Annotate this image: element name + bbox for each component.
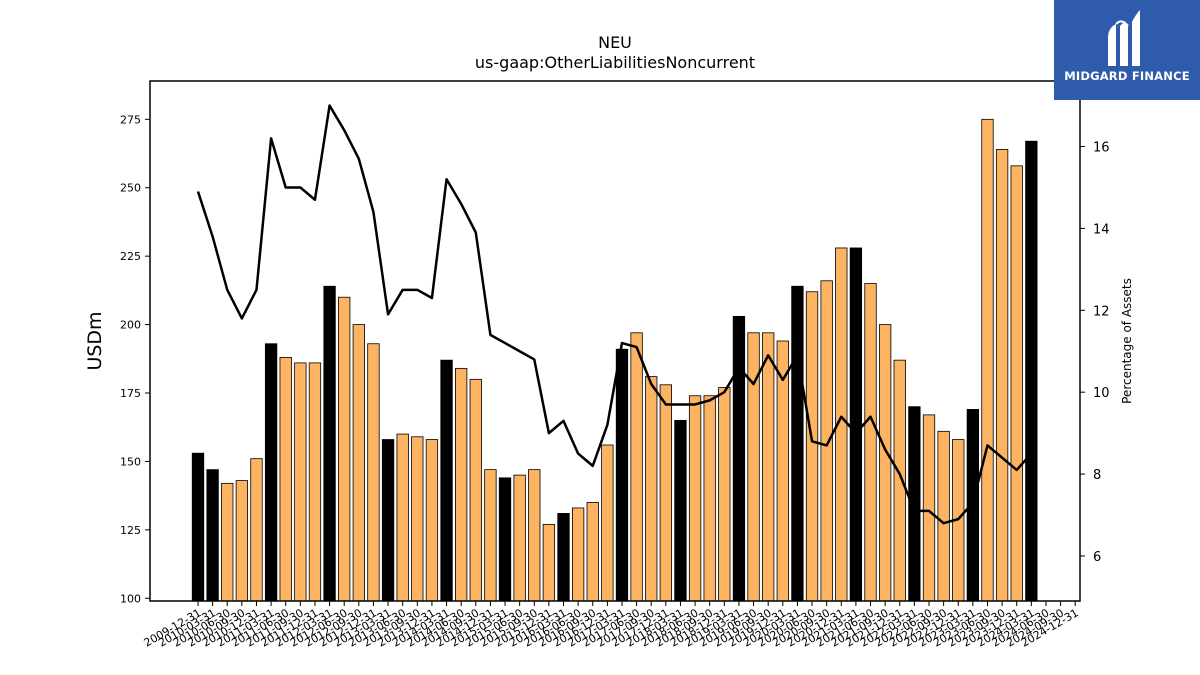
bar	[703, 395, 716, 602]
bar	[571, 507, 585, 602]
bar	[411, 436, 424, 602]
bar-series	[191, 118, 1038, 602]
bar	[352, 324, 365, 602]
y-tick-label: 275	[120, 113, 141, 126]
x-axis: 2009-12-312010-03-312010-06-302010-09-30…	[142, 601, 1081, 650]
brand-logo: MIDGARD FINANCE	[1054, 0, 1200, 100]
bar	[513, 474, 526, 602]
bar	[995, 149, 1009, 602]
bar	[542, 523, 556, 602]
bar	[294, 362, 307, 602]
bar	[528, 469, 541, 602]
bar	[586, 502, 599, 602]
bar	[250, 458, 263, 602]
bar	[674, 419, 687, 602]
bar	[279, 357, 292, 602]
bar	[221, 482, 234, 602]
bar	[922, 414, 936, 602]
bar	[630, 332, 643, 602]
y2-tick-label: 10	[1093, 386, 1110, 401]
bar	[791, 285, 804, 602]
bar	[966, 409, 980, 602]
bar	[264, 343, 278, 602]
bar	[659, 384, 672, 602]
bar	[747, 332, 760, 602]
bar	[557, 513, 570, 602]
chart-subtitle: us-gaap:OtherLiabilitiesNoncurrent	[475, 53, 755, 72]
bar	[338, 296, 351, 602]
bar	[981, 118, 994, 602]
bar	[308, 362, 322, 602]
y2-axis: 6 8 10 12 14 16	[1080, 141, 1110, 565]
bar	[1010, 165, 1023, 602]
y-axis: 100 125 150 175 200 225 250 275	[120, 113, 150, 605]
line-path	[196, 104, 1033, 525]
bar	[762, 332, 775, 602]
y2-tick-label: 8	[1093, 468, 1101, 483]
y-tick-label: 150	[120, 455, 141, 468]
bar	[849, 247, 863, 602]
bar	[820, 280, 833, 602]
plot-frame	[149, 80, 1081, 602]
bar	[440, 359, 453, 602]
y-tick-label: 250	[120, 182, 141, 195]
y2-axis-label: Percentage of Assets	[1120, 278, 1134, 404]
bar	[732, 315, 746, 602]
bar	[645, 376, 658, 602]
bar	[1025, 140, 1038, 602]
bar	[191, 452, 205, 602]
bar	[688, 395, 702, 602]
brand-mark-icon	[1108, 10, 1140, 66]
y-tick-label: 225	[120, 250, 141, 263]
y-tick-label: 125	[120, 524, 141, 537]
bar	[381, 439, 395, 602]
bar	[396, 433, 409, 602]
bar	[805, 291, 819, 602]
y-tick-label: 175	[120, 387, 141, 400]
bar	[498, 477, 512, 602]
y2-tick-label: 16	[1093, 141, 1110, 156]
brand-name: MIDGARD FINANCE	[1064, 69, 1190, 83]
bar	[864, 283, 877, 602]
bar	[718, 387, 731, 602]
bar	[893, 359, 906, 602]
bar	[484, 469, 497, 602]
bar	[235, 480, 249, 602]
bar	[937, 430, 950, 602]
y2-tick-label: 12	[1093, 304, 1110, 319]
bar	[878, 324, 892, 602]
bar	[469, 378, 482, 602]
y-tick-label: 200	[120, 319, 141, 332]
bar	[323, 285, 336, 602]
y-axis-label: USDm	[84, 311, 106, 370]
bar	[206, 469, 219, 602]
bar	[425, 439, 439, 602]
y2-tick-label: 6	[1093, 550, 1101, 565]
chart-title: NEU	[598, 33, 632, 52]
bar	[367, 343, 380, 602]
bar	[615, 348, 629, 602]
bar	[455, 367, 468, 602]
y-tick-label: 100	[120, 592, 141, 605]
y2-tick-label: 14	[1093, 222, 1110, 237]
bar	[601, 444, 614, 602]
line-series	[196, 104, 1033, 525]
